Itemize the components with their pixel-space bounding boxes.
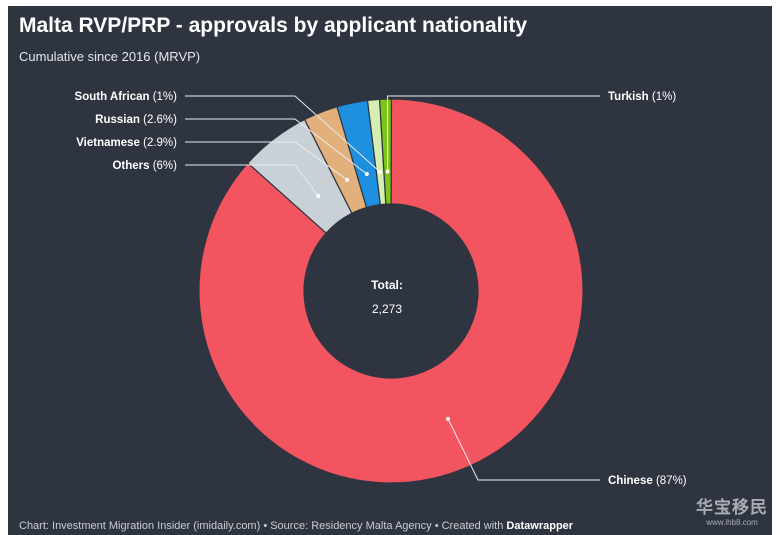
chart-footer: Chart: Investment Migration Insider (imi… <box>19 520 573 532</box>
slice-south-african[interactable] <box>366 98 387 206</box>
footer-credits: Chart: Investment Migration Insider (imi… <box>19 520 507 532</box>
leader-dot-turkish <box>385 169 390 174</box>
label-russian: Russian (2.6%) <box>95 114 177 126</box>
leader-dot-chinese <box>446 416 451 421</box>
center-total-value: 2,273 <box>372 302 402 316</box>
watermark: 华宝移民 www.ihb8.com <box>692 493 772 527</box>
leader-line-russian <box>185 118 368 175</box>
chart-frame: Malta RVP/PRP - approvals by applicant n… <box>8 6 772 535</box>
center-total-label: Total: <box>371 278 403 292</box>
footer-brand[interactable]: Datawrapper <box>506 520 574 532</box>
label-others: Others (6%) <box>112 160 177 172</box>
label-turkish: Turkish (1%) <box>608 91 676 103</box>
label-south-african: South African (1%) <box>75 91 178 103</box>
watermark-url: www.ihb8.com <box>706 518 758 527</box>
leader-dot-russian <box>364 171 369 176</box>
leader-line-vietnamese <box>185 141 348 181</box>
leader-dot-others <box>316 194 321 199</box>
chart-subtitle: Cumulative since 2016 (MRVP) <box>19 49 201 64</box>
leader-dot-south-african <box>378 169 383 174</box>
leader-line-chinese <box>447 418 600 481</box>
chart-title: Malta RVP/PRP - approvals by applicant n… <box>19 14 528 37</box>
leader-dot-vietnamese <box>345 177 350 182</box>
donut-chart: Turkish (1%) Chinese (87%) Others (6%) Viet… <box>75 91 687 487</box>
slice-chinese[interactable] <box>198 98 584 484</box>
watermark-logo: 华宝移民 <box>696 498 768 518</box>
leader-line-others <box>185 164 319 197</box>
leader-line-turkish <box>387 95 600 172</box>
label-vietnamese: Vietnamese (2.9%) <box>76 137 177 149</box>
label-chinese: Chinese (87%) <box>608 475 687 487</box>
leader-line-south-african <box>185 95 381 173</box>
